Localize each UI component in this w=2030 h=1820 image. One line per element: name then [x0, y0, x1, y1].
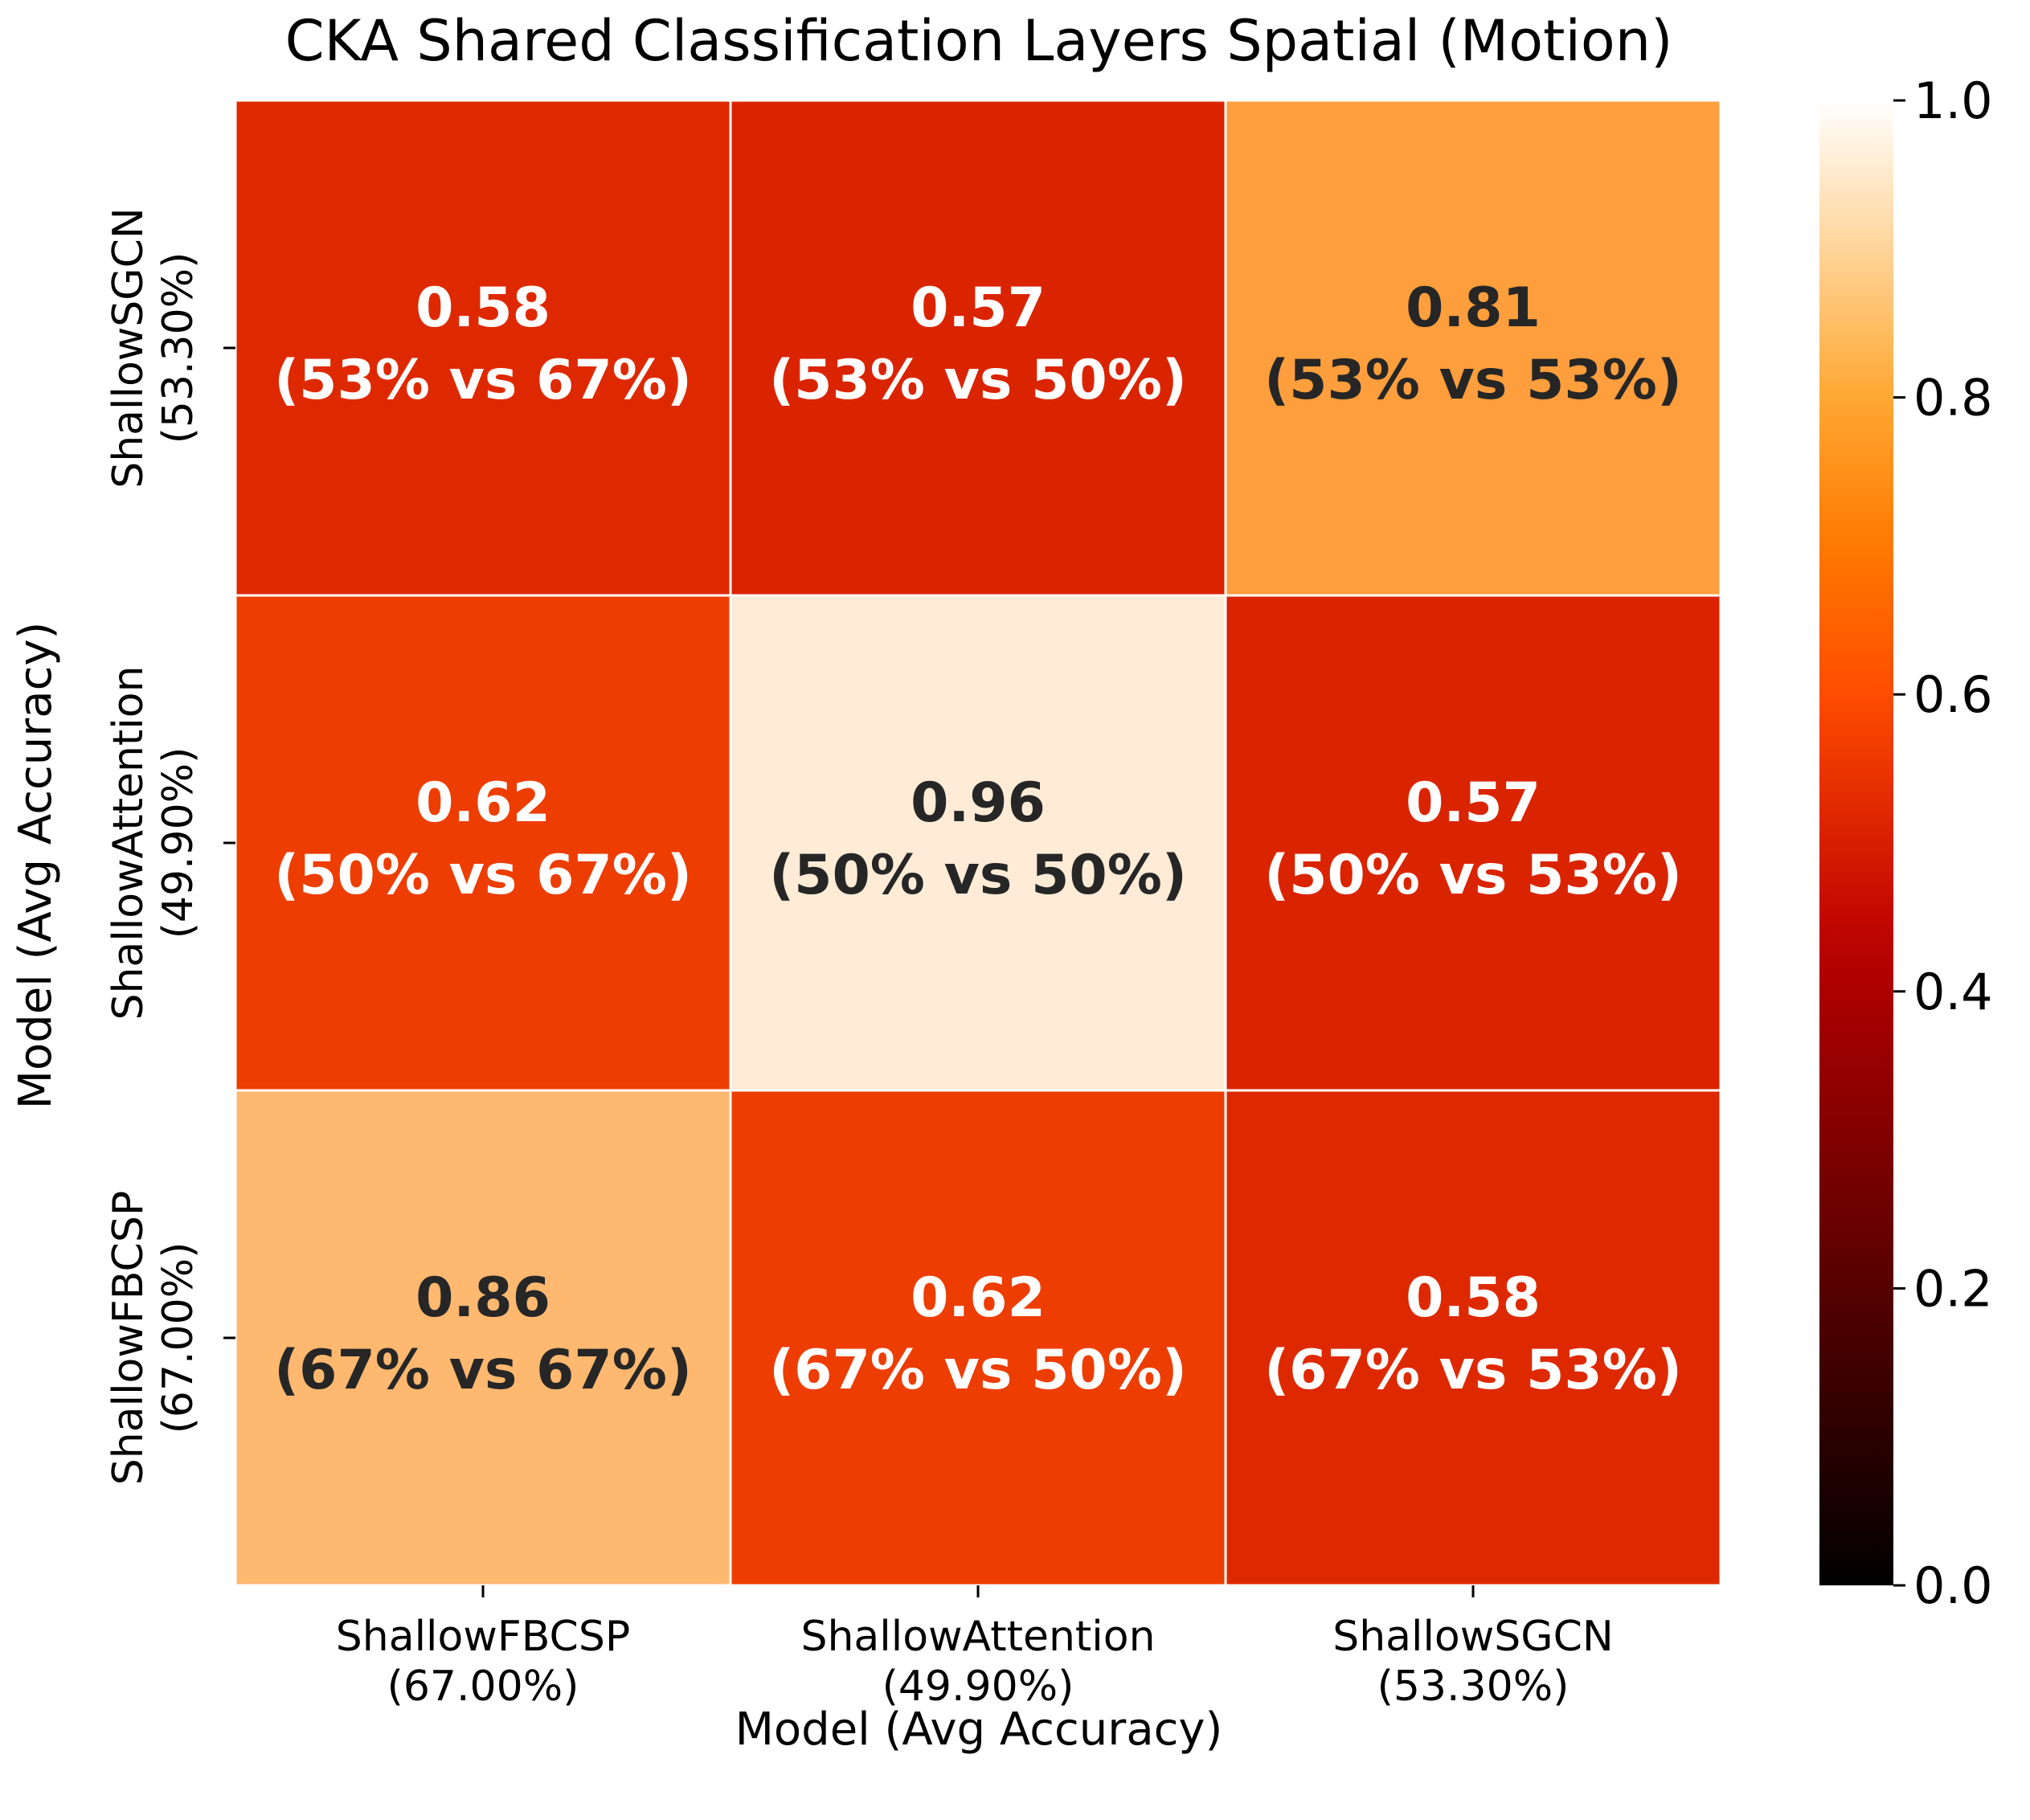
heatmap-cell [234, 99, 732, 597]
heatmap-cell [1224, 99, 1722, 597]
cell-value-label: 0.81 [1406, 276, 1541, 340]
cell-comparison-label: (53% vs 67%) [274, 349, 692, 412]
x-tick-label: ShallowAttention (49.90%) [800, 1613, 1155, 1711]
colorbar-gradient [1819, 100, 1893, 1585]
colorbar-tick-label: 0.0 [1913, 1556, 1993, 1615]
y-axis-label: Model (Avg Accuracy) [10, 622, 62, 1110]
cell-value-label: 0.58 [1406, 1266, 1541, 1330]
x-tick-label: ShallowFBCSP (67.00%) [336, 1613, 630, 1711]
heatmap-cell [1224, 1089, 1722, 1587]
y-tick-label: ShallowAttention(49.90%) [104, 665, 203, 1020]
colorbar: 0.0 0.2 0.4 0.6 0.8 1.0 [1819, 72, 1993, 1615]
cell-comparison-label: (67% vs 67%) [274, 1339, 692, 1402]
colorbar-tick-label: 0.4 [1913, 963, 1993, 1021]
cell-comparison-label: (50% vs 67%) [274, 844, 692, 907]
x-tick-label: ShallowSGCN (53.30%) [1332, 1613, 1614, 1711]
cell-comparison-label: (50% vs 53%) [1264, 844, 1682, 907]
cell-value-label: 0.58 [415, 276, 550, 340]
cell-comparison-label: (67% vs 50%) [769, 1339, 1187, 1402]
heatmap-cell [729, 1089, 1227, 1587]
x-axis-label: Model (Avg Accuracy) [735, 1703, 1223, 1756]
cell-comparison-label: (50% vs 50%) [769, 844, 1187, 907]
heatmap-cell [729, 594, 1227, 1092]
cell-value-label: 0.96 [911, 771, 1046, 835]
x-axis: ShallowFBCSP (67.00%) ShallowAttention (49.… [336, 1585, 1614, 1711]
cell-value-label: 0.57 [1406, 771, 1541, 835]
colorbar-tick-label: 0.6 [1913, 665, 1993, 724]
heatmap-cell [729, 99, 1227, 597]
heatmap-cell [234, 1089, 732, 1587]
cell-value-label: 0.62 [415, 771, 550, 835]
cell-comparison-label: (53% vs 50%) [769, 349, 1187, 412]
cell-value-label: 0.57 [911, 276, 1046, 340]
y-tick-label: ShallowSGCN(53.30%) [104, 207, 203, 489]
chart-title: CKA Shared Classification Layers Spatial… [285, 8, 1673, 74]
cell-value-label: 0.62 [911, 1266, 1046, 1330]
colorbar-tick-label: 0.2 [1913, 1259, 1993, 1318]
y-tick-label: ShallowFBCSP(67.00%) [104, 1191, 203, 1485]
heatmap-cell [1224, 594, 1722, 1092]
y-axis: ShallowSGCN(53.30%) ShallowAttention(49.9… [104, 207, 235, 1485]
heatmap-grid: 0.58 (53% vs 67%) 0.57 (53% vs 50%) 0.81 (53%… [234, 99, 1722, 1587]
heatmap-cell [234, 594, 732, 1092]
colorbar-tick-label: 1.0 [1913, 72, 1993, 130]
cell-comparison-label: (53% vs 53%) [1264, 349, 1682, 412]
cell-comparison-label: (67% vs 53%) [1264, 1339, 1682, 1402]
colorbar-tick-label: 0.8 [1913, 369, 1993, 427]
cell-value-label: 0.86 [415, 1266, 550, 1330]
